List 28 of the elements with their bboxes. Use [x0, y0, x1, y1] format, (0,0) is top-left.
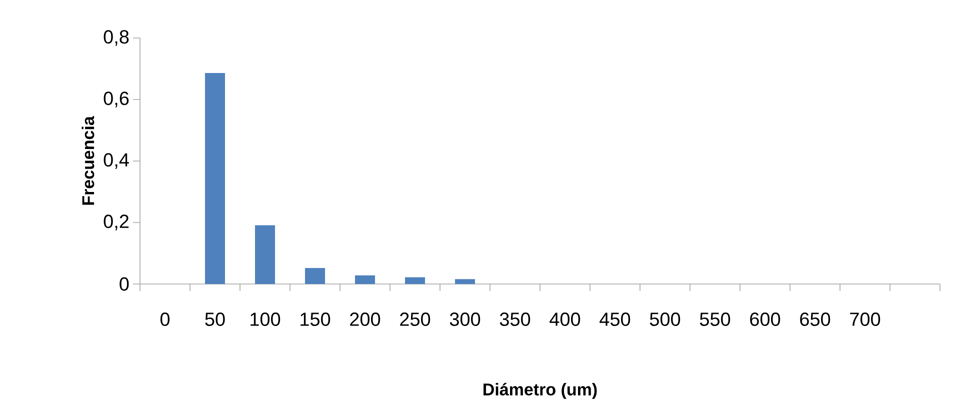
bar: [405, 277, 426, 284]
bar: [255, 225, 276, 284]
bar: [305, 268, 326, 284]
x-tick-label: 400: [550, 312, 580, 326]
x-tick-label: 150: [300, 312, 330, 326]
x-tick-label: 350: [500, 312, 530, 326]
x-axis-title: Diámetro (um): [484, 382, 597, 399]
x-tick-label: 600: [750, 312, 780, 326]
y-tick-label: 0: [120, 277, 129, 291]
y-axis-title: Frecuencia: [82, 116, 94, 205]
x-tick-label: 450: [600, 312, 630, 326]
x-tick-label: 100: [250, 312, 280, 326]
y-tick-label: 0,2: [104, 214, 129, 230]
bar: [355, 275, 376, 284]
x-tick-label: 0: [160, 312, 170, 326]
x-tick-label: 550: [700, 312, 730, 326]
bar: [205, 73, 226, 284]
x-tick-label: 500: [650, 312, 680, 326]
y-tick-label: 0,6: [104, 92, 129, 108]
y-tick-label: 0,4: [104, 153, 129, 169]
x-tick-label: 200: [350, 312, 380, 326]
x-tick-label: 700: [850, 312, 880, 326]
x-tick-label: 650: [800, 312, 830, 326]
y-tick-label: 0,8: [104, 30, 129, 46]
x-tick-label: 300: [450, 312, 480, 326]
x-tick-label: 50: [205, 312, 225, 326]
bar: [455, 279, 476, 284]
x-tick-label: 250: [400, 312, 430, 326]
